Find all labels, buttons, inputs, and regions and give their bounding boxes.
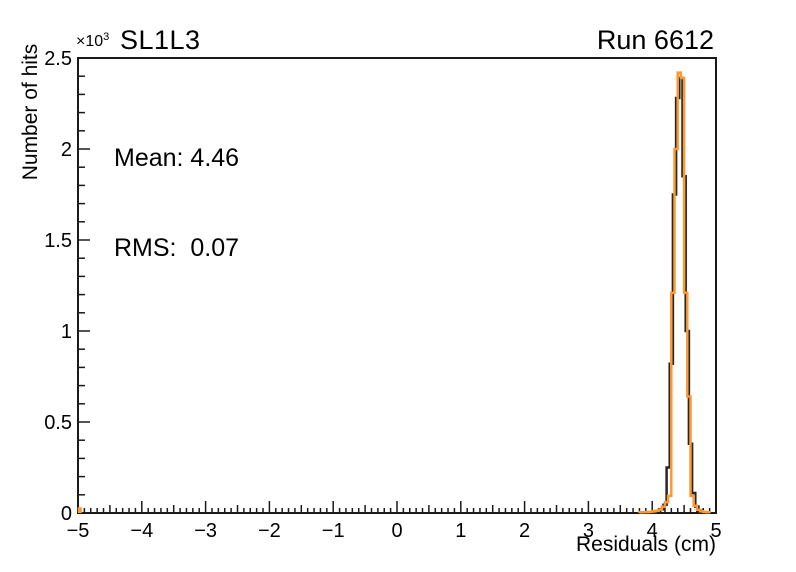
stats-box: Mean: 4.46 RMS: 0.07 bbox=[114, 83, 239, 323]
y-tick-label: 1 bbox=[61, 321, 72, 343]
x-tick-label: −3 bbox=[194, 520, 217, 542]
stats-rms: RMS: 0.07 bbox=[114, 234, 240, 262]
histogram-title: SL1L3 bbox=[120, 25, 201, 55]
series-data-histogram-edge-spike bbox=[77, 507, 82, 513]
x-axis-title: Residuals (cm) bbox=[575, 533, 716, 556]
x-tick-label: 1 bbox=[455, 520, 466, 542]
power-base: ×10 bbox=[76, 33, 104, 50]
x-tick-label: 0 bbox=[391, 520, 402, 542]
y-tick-label: 0 bbox=[61, 503, 72, 525]
x-tick-label: 5 bbox=[710, 520, 721, 542]
power-exponent: 3 bbox=[103, 31, 110, 43]
y-tick-label: 0.5 bbox=[44, 412, 72, 434]
x-tick-label: −4 bbox=[130, 520, 153, 542]
x-tick-label: −1 bbox=[322, 520, 345, 542]
x-tick-label: 3 bbox=[583, 520, 594, 542]
x-tick-label: 4 bbox=[647, 520, 658, 542]
y-tick-label: 2 bbox=[61, 139, 72, 161]
x-tick-label: 2 bbox=[519, 520, 530, 542]
x-tick-label: −2 bbox=[258, 520, 281, 542]
x-tick-label: −5 bbox=[67, 520, 90, 542]
x-axis-ticks bbox=[77, 501, 717, 513]
run-number-label: Run 6612 bbox=[596, 25, 714, 55]
y-axis-power-label: ×103 bbox=[76, 31, 109, 51]
x-axis-tick-labels: −5 −4 −3 −2 −1 0 1 2 3 4 5 bbox=[67, 520, 722, 542]
y-tick-label: 2.5 bbox=[44, 48, 72, 70]
series-data-histogram bbox=[638, 71, 711, 514]
y-axis-ticks bbox=[78, 57, 90, 514]
y-tick-label: 1.5 bbox=[44, 230, 72, 252]
stats-mean: Mean: 4.46 bbox=[114, 144, 240, 172]
y-axis-title: Number of hits bbox=[19, 43, 42, 181]
y-axis-tick-labels: 0 0.5 1 1.5 2 2.5 bbox=[44, 48, 72, 525]
